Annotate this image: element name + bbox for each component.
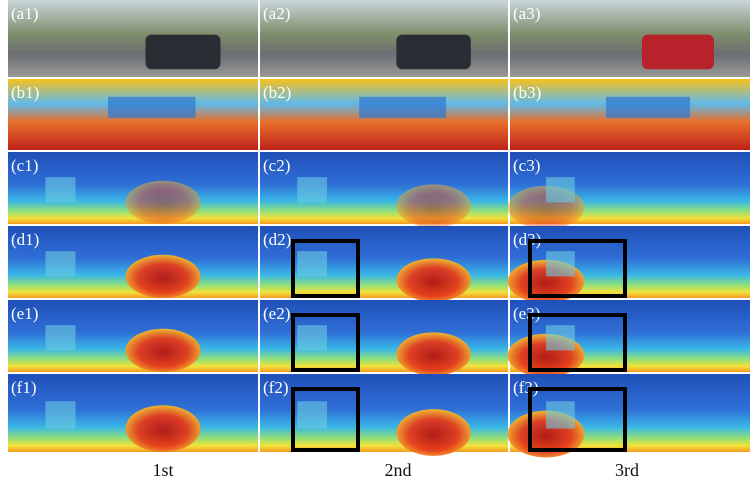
panel-image: [510, 0, 750, 77]
panel-label: (e1): [11, 304, 38, 323]
panel-label: (c3): [513, 156, 540, 175]
panel: (d2): [260, 226, 508, 302]
panel: (d3): [508, 226, 750, 303]
car-depth: [126, 329, 201, 372]
car-depth: [126, 181, 201, 224]
panel: (f1): [8, 374, 258, 452]
panel: (f2): [260, 374, 508, 456]
shape: [108, 97, 196, 118]
panel: (a1): [8, 0, 258, 77]
panel-label: (b3): [513, 83, 541, 102]
panel: (e3): [508, 300, 750, 377]
car-depth: [396, 184, 470, 227]
panel: (c3): [508, 152, 750, 229]
panel-label: (d1): [11, 230, 39, 249]
panel: (a2): [260, 0, 508, 77]
panel-image: [8, 0, 258, 77]
panel: (b3): [510, 79, 750, 150]
panel: (e1): [8, 300, 258, 372]
panel: (b1): [8, 79, 258, 150]
shape: [297, 401, 327, 428]
panel: (c1): [8, 152, 258, 224]
shape: [46, 401, 76, 428]
panel: (d1): [8, 226, 258, 298]
shape: [297, 251, 327, 276]
panel-label: (d2): [263, 230, 291, 249]
panel: (c2): [260, 152, 508, 228]
panel-label: (e2): [263, 304, 290, 323]
panel: (b2): [260, 79, 508, 150]
car: [396, 35, 470, 70]
shape: [46, 325, 76, 350]
car: [642, 35, 714, 70]
car-depth: [396, 258, 470, 301]
shape: [46, 177, 76, 202]
column-label: 2nd: [385, 460, 412, 480]
shape: [546, 251, 575, 276]
panel-label: (f2): [263, 378, 288, 397]
panel-image: [260, 0, 508, 77]
panel-label: (a3): [513, 4, 540, 23]
panel-label: (a2): [263, 4, 290, 23]
panel: (e2): [260, 300, 508, 376]
panel-label: (b2): [263, 83, 291, 102]
shape: [46, 251, 76, 276]
shape: [546, 325, 575, 350]
car-depth: [396, 409, 470, 456]
shape: [359, 97, 446, 118]
shape: [546, 401, 575, 428]
shape: [606, 97, 690, 118]
shape: [546, 177, 575, 202]
column-label: 1st: [152, 460, 173, 480]
panel: (a3): [510, 0, 750, 77]
car-depth: [396, 332, 470, 375]
panel-label: (c1): [11, 156, 38, 175]
panel-label: (b1): [11, 83, 39, 102]
panel-label: (c2): [263, 156, 290, 175]
panel-label: (a1): [11, 4, 38, 23]
panel: (f3): [508, 374, 750, 457]
shape: [297, 177, 327, 202]
shape: [297, 325, 327, 350]
column-label: 3rd: [615, 460, 639, 480]
car-depth: [126, 255, 201, 298]
car: [146, 35, 221, 70]
car-depth: [126, 405, 201, 452]
figure: (a1) (a2) (a3) (b1) (b2) (b3) (c1) (c2) (c3) (d1)…: [0, 0, 750, 486]
panel-label: (f1): [11, 378, 36, 397]
